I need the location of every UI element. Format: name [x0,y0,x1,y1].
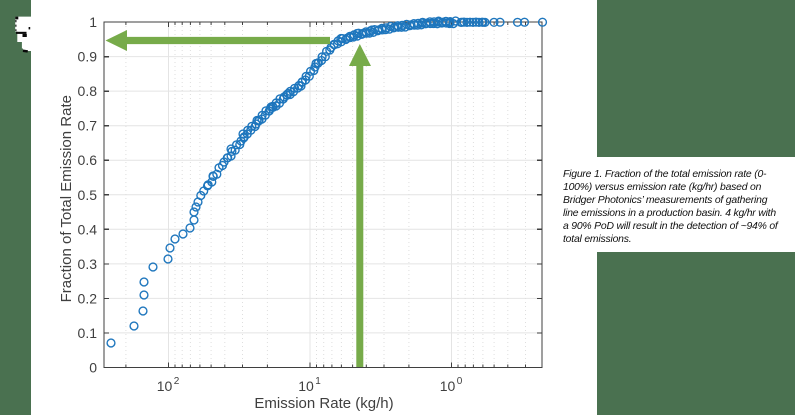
svg-text:0: 0 [89,360,97,376]
svg-text:10: 10 [157,378,173,394]
svg-text:1: 1 [315,376,321,387]
svg-text:10: 10 [440,378,456,394]
svg-text:1: 1 [89,14,97,30]
svg-text:2: 2 [174,376,180,387]
svg-text:0.4: 0.4 [78,221,98,237]
svg-text:0.8: 0.8 [78,83,98,99]
svg-text:0.6: 0.6 [78,152,98,168]
svg-text:Fraction of Total Emission Rat: Fraction of Total Emission Rate [58,95,75,302]
svg-text:10: 10 [298,378,314,394]
svg-text:Emission Rate (kg/h): Emission Rate (kg/h) [254,395,393,412]
svg-text:0.1: 0.1 [78,325,98,341]
svg-text:0.3: 0.3 [78,256,98,272]
svg-text:0.7: 0.7 [78,118,98,134]
svg-text:0.9: 0.9 [78,49,98,65]
svg-text:0.2: 0.2 [78,290,98,306]
svg-text:0.5: 0.5 [78,187,98,203]
svg-text:0: 0 [457,376,463,387]
